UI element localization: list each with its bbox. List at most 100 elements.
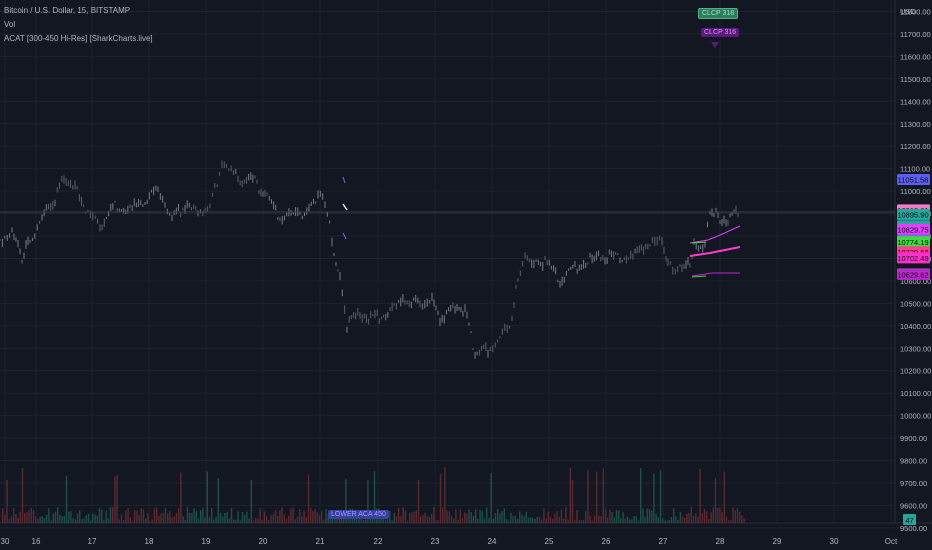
volume-bar (426, 516, 428, 523)
volume-bar (398, 507, 400, 523)
volume-bar (35, 516, 37, 523)
time-tick-label: 25 (545, 537, 554, 546)
volume-bar (618, 510, 620, 523)
signal-mark (342, 203, 348, 211)
volume-bar (415, 510, 417, 523)
volume-bar (706, 511, 708, 523)
volume-bar (657, 517, 659, 523)
volume-bar (662, 518, 664, 523)
price-label-bg (897, 223, 930, 235)
volume-bar (268, 520, 270, 523)
price-tick-label: 11000.00 (900, 187, 931, 196)
volume-bar (367, 480, 369, 523)
signal-mark (342, 232, 347, 240)
volume-bar (208, 517, 211, 523)
volume-bar (325, 509, 327, 523)
volume-bar (578, 520, 580, 523)
indicator-mid-line (689, 246, 741, 257)
volume-bar (404, 510, 406, 523)
volume-bar (259, 508, 261, 523)
volume-bar (65, 475, 68, 523)
volume-bar (409, 512, 411, 523)
indicator-label[interactable]: ACAT [300-450 Hi-Res] [SharkCharts.live] (4, 34, 153, 43)
price-tick-label: 9600.00 (900, 501, 927, 510)
volume-bar (481, 511, 483, 523)
volume-bar (134, 509, 136, 523)
price-tick-label: 10000.00 (900, 412, 931, 421)
volume-bar (226, 511, 228, 523)
volume-bar (640, 468, 642, 523)
volume-bar (629, 519, 631, 523)
volume-bar (692, 515, 695, 523)
volume-bar (411, 512, 413, 523)
volume-bar (732, 507, 734, 523)
corner-badge-bg (903, 514, 916, 525)
volume-bar (468, 509, 470, 523)
volume-bar (6, 479, 8, 523)
symbol-title[interactable]: Bitcoin / U.S. Dollar, 15, BITSTAMP (4, 6, 131, 15)
price-tick-label: 11500.00 (900, 75, 931, 84)
volume-bar (266, 516, 268, 523)
volume-bar (730, 519, 732, 523)
price-tick-label: 11600.00 (900, 52, 931, 61)
volume-bar (101, 509, 103, 523)
volume-bar (296, 516, 299, 523)
volume-bar (547, 511, 549, 523)
volume-bar (483, 518, 486, 523)
volume-bar (527, 517, 530, 523)
volume-bar (206, 471, 208, 523)
volume-bar (710, 512, 712, 523)
volume-bar (43, 517, 46, 523)
volume-bar (549, 516, 552, 523)
volume-bar (92, 513, 94, 523)
volume-bar (492, 518, 494, 523)
volume-bar (180, 472, 182, 523)
volume-bar (464, 512, 466, 523)
price-tick-label: 9900.00 (900, 434, 927, 443)
volume-bar (534, 518, 536, 523)
volume-label[interactable]: Vol (4, 20, 16, 29)
volume-bar (329, 516, 332, 523)
volume-bar (567, 519, 569, 523)
price-tick-label: 10100.00 (900, 389, 931, 398)
volume-bar (521, 514, 523, 523)
time-tick-label: 27 (659, 537, 668, 546)
volume-bar (439, 473, 442, 523)
volume-bar (400, 516, 402, 523)
price-label: 10774.19 (897, 238, 928, 247)
volume-bar (631, 519, 633, 523)
volume-bar (714, 477, 717, 523)
volume-bar (371, 516, 373, 523)
time-tick-label: 19 (202, 537, 211, 546)
volume-bar (393, 513, 395, 523)
volume-bar (525, 511, 527, 523)
indicator-green-bottom (691, 275, 707, 278)
volume-bar (263, 511, 266, 523)
volume-bar (387, 519, 389, 523)
volume-bar (230, 507, 233, 523)
volume-bar (384, 519, 387, 523)
volume-bar (156, 507, 158, 523)
volume-bar (98, 508, 101, 523)
volume-bar (235, 519, 237, 523)
volume-bar (574, 519, 576, 523)
volume-bar (186, 507, 189, 523)
time-tick-label: 18 (145, 537, 154, 546)
volume-bar (673, 508, 675, 523)
volume-bar (153, 508, 156, 523)
volume-bar (571, 479, 574, 523)
volume-bar (679, 511, 681, 523)
price-label: 10729.69 (897, 248, 928, 257)
price-label: 10629.62 (897, 270, 928, 279)
volume-bar (299, 509, 301, 523)
volume-bar (743, 518, 745, 523)
volume-bar (701, 513, 703, 523)
volume-bar (50, 520, 52, 523)
volume-bar (380, 516, 382, 523)
price-tick-label: 10300.00 (900, 344, 931, 353)
price-label-bg (897, 252, 930, 264)
volume-bar (281, 507, 283, 523)
time-tick-label: 30 (830, 537, 839, 546)
volume-bar (681, 516, 684, 523)
